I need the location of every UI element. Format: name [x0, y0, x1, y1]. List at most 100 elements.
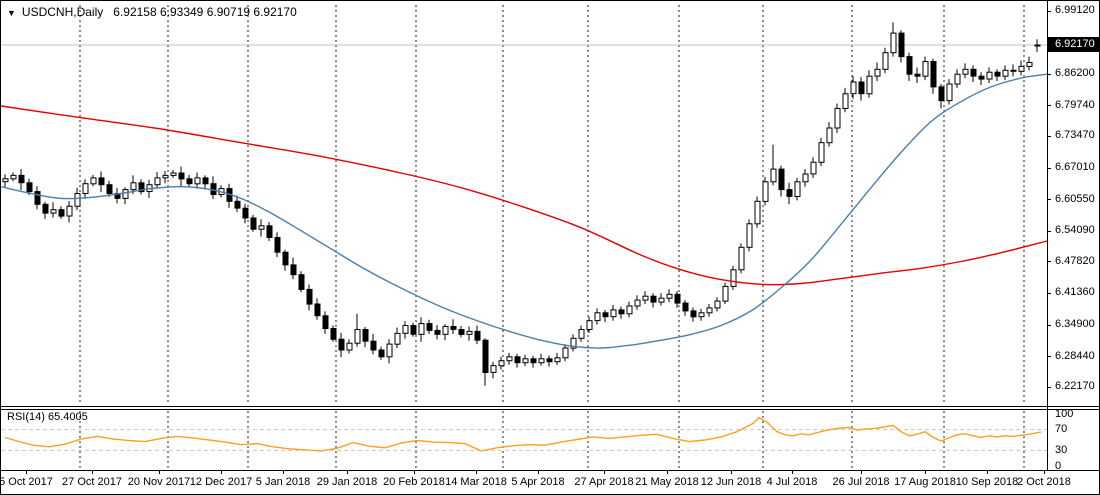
- ohlc-values: 6.92158 6.93349 6.90719 6.92170: [113, 5, 297, 19]
- price-axis-label: 6.67010: [1055, 161, 1095, 173]
- blue-ma-line: [1, 73, 1048, 349]
- price-axis-tick: [1047, 231, 1051, 232]
- candle-body: [978, 75, 985, 80]
- price-axis-tick: [1047, 11, 1051, 12]
- candle-body: [250, 217, 257, 230]
- candle-body: [274, 237, 281, 253]
- price-axis-tick: [1047, 293, 1051, 294]
- candle-body: [730, 269, 737, 287]
- date-label: 20 Nov 2017: [127, 476, 191, 488]
- candle-body: [482, 339, 489, 374]
- rsi-scale-label: 0: [1055, 460, 1062, 472]
- candle-body: [194, 177, 201, 185]
- rsi-indicator-label: RSI(14) 65.4005: [7, 411, 88, 423]
- candle-body: [914, 73, 921, 77]
- candle-body: [354, 329, 361, 344]
- date-label: 5 Jan 2018: [255, 476, 311, 488]
- price-axis-label: 6.99120: [1055, 4, 1095, 16]
- candle-body: [490, 365, 497, 373]
- candle-body: [858, 81, 865, 95]
- date-axis-tick: [347, 471, 348, 474]
- date-label: 17 Aug 2018: [894, 476, 956, 488]
- date-axis-tick: [792, 471, 793, 474]
- candle-body: [410, 325, 417, 335]
- price-axis-tick: [1047, 136, 1051, 137]
- candle-body: [538, 358, 545, 364]
- main-pane-bottom-border: [1, 406, 1099, 407]
- price-axis-tick: [1047, 74, 1051, 75]
- date-label: 12 Jun 2018: [700, 476, 762, 488]
- price-axis-tick: [1047, 199, 1051, 200]
- candle-body: [474, 330, 481, 341]
- red-ma-line: [1, 105, 1048, 286]
- date-label: 14 Mar 2018: [445, 476, 507, 488]
- candle-body: [810, 161, 817, 175]
- main-price-pane[interactable]: [1, 1, 1100, 410]
- candle-body: [794, 181, 801, 198]
- candle-body: [338, 338, 345, 351]
- candle-body: [986, 71, 993, 80]
- date-axis-tick: [731, 471, 732, 474]
- candle-body: [50, 209, 57, 214]
- date-axis-tick: [604, 471, 605, 474]
- candle-body: [610, 309, 617, 318]
- candle-body: [570, 337, 577, 349]
- candle-body: [786, 189, 793, 197]
- candle-body: [546, 358, 553, 363]
- symbol-dropdown-icon[interactable]: ▼: [7, 8, 16, 18]
- candle-body: [170, 172, 177, 176]
- current-price-tag: 6.92170: [1048, 37, 1099, 52]
- candle-body: [58, 209, 65, 217]
- candle-body: [82, 183, 89, 194]
- price-axis-label: 6.54090: [1055, 224, 1095, 236]
- candle-body: [74, 193, 81, 207]
- price-axis-tick: [1047, 356, 1051, 357]
- rsi-scale-label: 100: [1055, 408, 1074, 420]
- price-axis-label: 6.47820: [1055, 255, 1095, 267]
- date-axis-tick: [1044, 471, 1045, 474]
- candle-body: [90, 177, 97, 185]
- candle-body: [346, 342, 353, 351]
- candle-body: [26, 182, 33, 193]
- candle-body: [34, 191, 41, 205]
- candle-body: [754, 200, 761, 225]
- date-axis-tick: [925, 471, 926, 474]
- date-axis-tick: [667, 471, 668, 474]
- price-axis-label: 6.79740: [1055, 99, 1095, 111]
- date-axis-tick: [987, 471, 988, 474]
- candle-body: [506, 356, 513, 362]
- candle-body: [66, 205, 73, 217]
- candle-body: [442, 326, 449, 335]
- candle-body: [1010, 69, 1017, 72]
- candle-body: [306, 288, 313, 305]
- candle-body: [690, 310, 697, 318]
- candle-body: [946, 83, 953, 102]
- date-axis-tick: [476, 471, 477, 474]
- date-label: 5 Apr 2018: [511, 476, 565, 488]
- date-label: 27 Oct 2017: [62, 476, 122, 488]
- candle-body: [122, 189, 129, 199]
- candle-body: [594, 312, 601, 322]
- candle-body: [1026, 62, 1033, 67]
- candle-body: [282, 251, 289, 266]
- rsi-pane[interactable]: [1, 410, 1100, 470]
- candle-body: [242, 207, 249, 219]
- candle-body: [930, 61, 937, 88]
- candle-body: [1018, 65, 1025, 72]
- candle-body: [322, 315, 329, 329]
- price-axis-label: 6.34900: [1055, 318, 1095, 330]
- price-axis-label: 6.86200: [1055, 67, 1095, 79]
- date-label: 27 Apr 2018: [574, 476, 634, 488]
- candle-body: [418, 323, 425, 335]
- candle-body: [850, 81, 857, 95]
- rsi-scale-label: 70: [1055, 423, 1068, 435]
- candle-body: [514, 356, 521, 364]
- candle-body: [994, 71, 1001, 77]
- date-axis-tick: [861, 471, 862, 474]
- candle-body: [746, 223, 753, 248]
- candle-body: [290, 264, 297, 276]
- candle-body: [2, 178, 9, 183]
- candle-body: [706, 307, 713, 314]
- candle-body: [738, 246, 745, 271]
- candle-body: [682, 302, 689, 312]
